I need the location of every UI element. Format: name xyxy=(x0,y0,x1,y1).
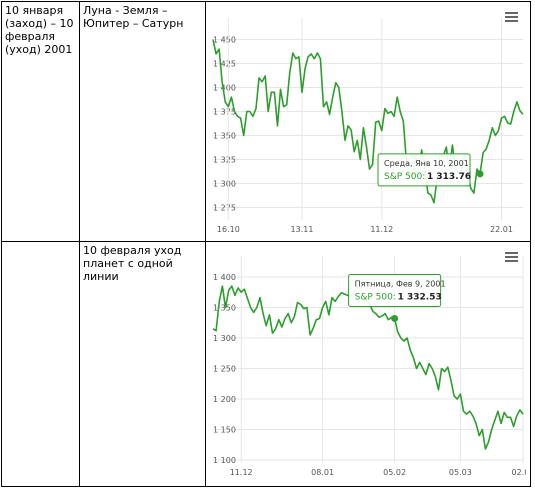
x-tick-label: 08.01 xyxy=(311,468,334,477)
tooltip: Среда, Янв 10, 2001 S&P 500: 1 313.76 xyxy=(377,153,471,187)
tooltip-date: Пятница, Фев 9, 2001 xyxy=(355,279,446,288)
tooltip-box xyxy=(377,153,471,187)
x-tick-label: 13.11 xyxy=(291,225,314,233)
chart-2[interactable]: 1 100 1 150 1 200 1 250 1 300 1 350 1 400 11.12… xyxy=(209,244,526,478)
date-cell: 10 января (заход) – 10 февраля (уход) 20… xyxy=(1,1,80,242)
x-tick-label: 16.10 xyxy=(217,225,240,233)
planets-cell: 10 февраля уход планет с одной линии xyxy=(79,241,206,487)
y-tick-label: 1 400 xyxy=(213,84,236,93)
table-row: 10 января (заход) – 10 февраля (уход) 20… xyxy=(1,1,531,242)
chart-cell: 1 275 1 300 1 325 1 350 1 375 1 400 1 425 1 450… xyxy=(205,1,531,242)
tooltip-box xyxy=(348,273,442,307)
y-tick-label: 1 150 xyxy=(213,425,236,434)
date-cell xyxy=(1,241,80,487)
y-tick-label: 1 275 xyxy=(213,204,236,213)
tooltip-point xyxy=(476,170,484,178)
y-tick-label: 1 300 xyxy=(213,180,236,189)
planets-text: Луна - Земля – Юпитер – Сатурн xyxy=(83,4,184,30)
tooltip-date: Среда, Янв 10, 2001 xyxy=(384,159,469,168)
x-tick-label: 11.12 xyxy=(370,225,393,233)
y-tick-label: 1 450 xyxy=(213,36,236,45)
x-tick-label: 05.02 xyxy=(383,468,406,477)
table-row: 10 февраля уход планет с одной линии 1 1… xyxy=(1,241,531,487)
tooltip-series: S&P 500: xyxy=(355,292,396,302)
tooltip-series: S&P 500: xyxy=(384,172,425,182)
series-line xyxy=(212,285,524,450)
y-tick-label: 1 250 xyxy=(213,364,236,373)
y-tick-label: 1 350 xyxy=(213,303,236,312)
y-tick-label: 1 200 xyxy=(213,395,236,404)
y-tick-label: 1 350 xyxy=(213,132,236,141)
tooltip-value: 1 332.53 xyxy=(398,292,442,302)
tooltip-point xyxy=(391,314,399,322)
chart-2-svg[interactable]: 1 100 1 150 1 200 1 250 1 300 1 350 1 400 11.12… xyxy=(209,244,526,478)
y-tick-label: 1 425 xyxy=(213,60,236,69)
y-tick-label: 1 400 xyxy=(213,273,236,282)
chart-1[interactable]: 1 275 1 300 1 325 1 350 1 375 1 400 1 425 1 450… xyxy=(209,4,526,233)
planets-text: 10 февраля уход планет с одной линии xyxy=(83,244,182,283)
chart-1-svg[interactable]: 1 275 1 300 1 325 1 350 1 375 1 400 1 425 1 450… xyxy=(209,4,526,233)
x-tick-label: 02.04 xyxy=(512,468,526,477)
y-tick-label: 1 325 xyxy=(213,156,236,165)
chart-cell: 1 100 1 150 1 200 1 250 1 300 1 350 1 400 11.12… xyxy=(205,241,531,487)
y-tick-label: 1 375 xyxy=(213,108,236,117)
tooltip: Пятница, Фев 9, 2001 S&P 500: 1 332.53 xyxy=(348,273,446,307)
planets-cell: Луна - Земля – Юпитер – Сатурн xyxy=(79,1,206,242)
x-tick-label: 05.03 xyxy=(449,468,472,477)
hamburger-menu-icon[interactable] xyxy=(505,12,518,22)
hamburger-menu-icon[interactable] xyxy=(505,252,518,262)
correspondence-table: 10 января (заход) – 10 февраля (уход) 20… xyxy=(1,1,531,487)
date-text: 10 января (заход) – 10 февраля (уход) 20… xyxy=(5,4,74,56)
series-line xyxy=(212,39,524,204)
y-tick-label: 1 300 xyxy=(213,334,236,343)
y-tick-label: 1 100 xyxy=(213,456,236,465)
x-tick-label: 22.01 xyxy=(490,225,513,233)
tooltip-value: 1 313.76 xyxy=(427,172,471,182)
x-tick-label: 11.12 xyxy=(230,468,253,477)
